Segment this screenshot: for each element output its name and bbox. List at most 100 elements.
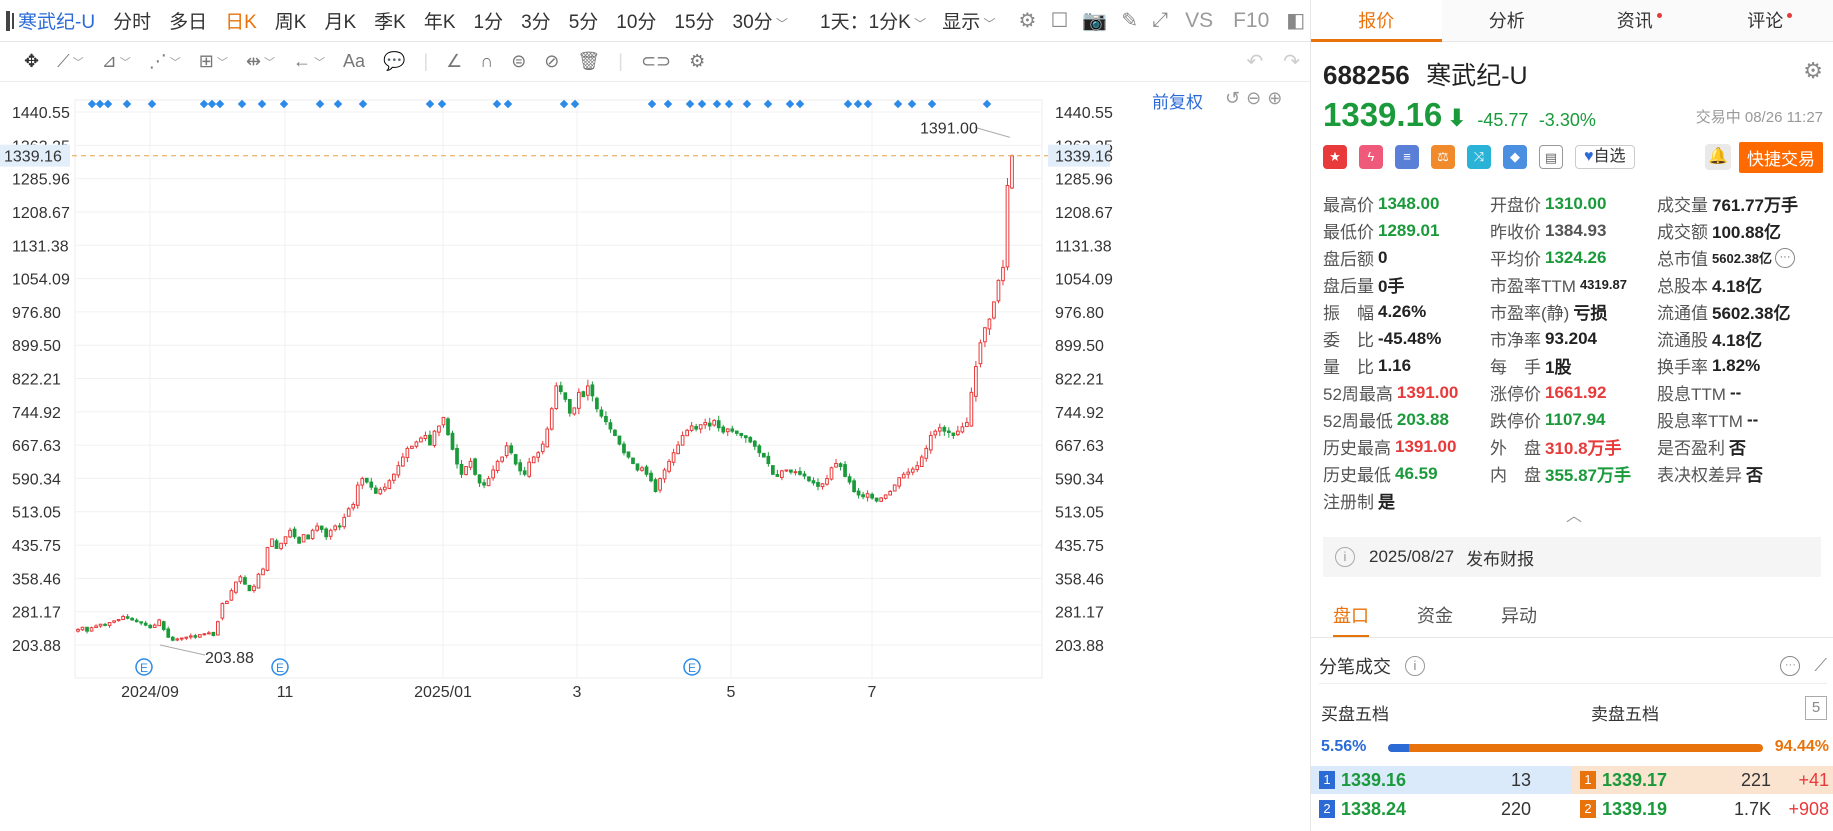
stock-title[interactable]: 寒武纪-U bbox=[18, 12, 96, 33]
scale-icon[interactable]: ⚖ bbox=[1431, 145, 1455, 169]
collapse-chevron-icon[interactable]: ︿ bbox=[1566, 508, 1583, 525]
magnet-icon[interactable]: ∩ bbox=[480, 51, 494, 71]
event-diamond-icon[interactable] bbox=[712, 99, 722, 109]
event-diamond-icon[interactable] bbox=[724, 99, 734, 109]
settings-gear-icon[interactable]: ⚙ bbox=[1803, 58, 1823, 83]
event-diamond-icon[interactable] bbox=[685, 99, 695, 109]
earnings-notice[interactable]: i 2025/08/27 发布财报 bbox=[1323, 537, 1821, 577]
tab-orderbook[interactable]: 盘口 bbox=[1333, 594, 1369, 637]
tab-quote[interactable]: 报价 bbox=[1311, 0, 1442, 42]
zoom-out-icon[interactable]: ⊖ bbox=[1246, 88, 1268, 108]
kline-chart[interactable]: 1440.551363.251285.961208.671131.381054.… bbox=[0, 82, 1310, 831]
event-diamond-icon[interactable] bbox=[927, 99, 937, 109]
drawing-settings-icon[interactable]: ⚙ bbox=[689, 51, 706, 71]
undo-icon[interactable]: ↶ bbox=[1246, 51, 1264, 73]
zoom-controls[interactable]: ↺⊖⊕ bbox=[1225, 88, 1288, 109]
event-diamond-icon[interactable] bbox=[279, 99, 289, 109]
period-tab-active[interactable]: 日K bbox=[225, 12, 257, 33]
event-diamond-icon[interactable] bbox=[87, 99, 97, 109]
note-icon[interactable]: ▤ bbox=[1539, 145, 1563, 169]
polyline-tool-icon[interactable]: ⋰ ﹀ bbox=[148, 51, 181, 71]
event-diamond-icon[interactable] bbox=[503, 99, 513, 109]
period-tab[interactable]: 15分 bbox=[674, 12, 715, 33]
period-tab[interactable]: 季K bbox=[374, 12, 406, 33]
camera-icon[interactable]: 📷 bbox=[1082, 10, 1108, 32]
event-diamond-icon[interactable] bbox=[215, 99, 225, 109]
period-tab[interactable]: 1分 bbox=[473, 12, 504, 33]
period-tab[interactable]: 3分 bbox=[521, 12, 551, 33]
display-dropdown[interactable]: 显示 ﹀ bbox=[942, 7, 995, 34]
vs-button[interactable]: VS bbox=[1185, 8, 1214, 32]
resize-handle-icon[interactable]: ⟋ bbox=[1814, 655, 1827, 675]
event-diamond-icon[interactable] bbox=[795, 99, 805, 109]
bell-icon[interactable]: 🔔 bbox=[1705, 144, 1731, 170]
period-tab[interactable]: 分时 bbox=[113, 12, 152, 33]
tab-anomaly[interactable]: 异动 bbox=[1501, 606, 1537, 626]
more-icon[interactable]: ··· bbox=[1780, 655, 1801, 676]
event-diamond-icon[interactable] bbox=[982, 99, 992, 109]
tab-capital[interactable]: 资金 bbox=[1417, 606, 1453, 626]
event-diamond-icon[interactable] bbox=[358, 99, 368, 109]
period-tab[interactable]: 10分 bbox=[616, 12, 657, 33]
event-diamond-icon[interactable] bbox=[559, 99, 569, 109]
event-diamond-icon[interactable] bbox=[103, 99, 113, 109]
ruler-icon[interactable]: ∠ bbox=[446, 51, 463, 71]
event-diamond-icon[interactable] bbox=[647, 99, 657, 109]
event-diamond-icon[interactable] bbox=[697, 99, 707, 109]
lightning-icon[interactable]: ϟ bbox=[1359, 145, 1383, 169]
shuffle-icon[interactable]: ⤨ bbox=[1467, 145, 1491, 169]
event-diamond-icon[interactable] bbox=[333, 99, 343, 109]
event-diamond-icon[interactable] bbox=[207, 99, 217, 109]
event-diamond-icon[interactable] bbox=[237, 99, 247, 109]
event-diamond-icon[interactable] bbox=[785, 99, 795, 109]
text-tool-icon[interactable]: Aa bbox=[342, 51, 366, 71]
event-diamond-icon[interactable] bbox=[763, 99, 773, 109]
reset-icon[interactable]: ↺ bbox=[1225, 88, 1247, 108]
event-diamond-icon[interactable] bbox=[492, 99, 502, 109]
redo-icon[interactable]: ↷ bbox=[1283, 51, 1300, 73]
period-tab[interactable]: 周K bbox=[274, 12, 307, 33]
event-diamond-icon[interactable] bbox=[663, 99, 673, 109]
period-tab[interactable]: 月K bbox=[324, 12, 357, 33]
earnings-marker-icon[interactable]: E bbox=[683, 658, 701, 676]
event-diamond-icon[interactable] bbox=[570, 99, 580, 109]
quick-trade-button[interactable]: 快捷交易 bbox=[1739, 141, 1823, 173]
channel-tool-icon[interactable]: ⊿ ﹀ bbox=[101, 51, 131, 71]
tab-analysis[interactable]: 分析 bbox=[1442, 0, 1573, 41]
event-diamond-icon[interactable] bbox=[437, 99, 447, 109]
event-diamond-icon[interactable] bbox=[315, 99, 325, 109]
side-panel-icon[interactable]: ◧ bbox=[1286, 10, 1306, 32]
event-diamond-icon[interactable] bbox=[863, 99, 873, 109]
event-diamond-icon[interactable] bbox=[122, 99, 132, 109]
tab-comments[interactable]: 评论 bbox=[1703, 0, 1833, 41]
trash-icon[interactable]: 🗑 bbox=[577, 51, 601, 71]
arrow-tool-icon[interactable]: ← ﹀ bbox=[292, 51, 325, 71]
earnings-marker-icon[interactable]: E bbox=[135, 658, 153, 676]
event-diamond-icon[interactable] bbox=[742, 99, 752, 109]
earnings-marker-icon[interactable]: E bbox=[271, 658, 289, 676]
period-tab[interactable]: 年K bbox=[423, 12, 456, 33]
levels-toggle[interactable]: 5 bbox=[1805, 696, 1827, 720]
tab-news[interactable]: 资讯 bbox=[1572, 0, 1703, 41]
layout-box-icon[interactable]: ☐ bbox=[1050, 10, 1069, 32]
event-diamond-icon[interactable] bbox=[147, 99, 157, 109]
measure-tool-icon[interactable]: ⇹ ﹀ bbox=[245, 51, 275, 71]
china-flag-icon[interactable]: ★ bbox=[1323, 145, 1347, 169]
left-panel-toggle-icon[interactable] bbox=[6, 10, 14, 31]
info-icon[interactable]: i bbox=[1405, 655, 1425, 676]
f10-button[interactable]: F10 bbox=[1233, 8, 1270, 32]
settings-gear-icon[interactable]: ⚙ bbox=[1018, 10, 1037, 32]
zoom-in-icon[interactable]: ⊕ bbox=[1267, 88, 1289, 108]
period-dropdown[interactable]: 30分 ﹀ bbox=[733, 7, 788, 34]
period-tab[interactable]: 5分 bbox=[568, 12, 599, 33]
lock-drawings-icon[interactable]: ⊜ bbox=[511, 51, 527, 71]
link-icon[interactable]: ⊂⊃ bbox=[640, 51, 672, 71]
event-diamond-icon[interactable] bbox=[257, 99, 267, 109]
combo-dropdown[interactable]: 1天：1分K ﹀ bbox=[820, 7, 926, 34]
event-diamond-icon[interactable] bbox=[843, 99, 853, 109]
event-diamond-icon[interactable] bbox=[199, 99, 209, 109]
line-tool-icon[interactable]: ⟋ ﹀ bbox=[57, 51, 84, 71]
event-diamond-icon[interactable] bbox=[425, 99, 435, 109]
period-tab[interactable]: 多日 bbox=[169, 12, 208, 33]
event-diamond-icon[interactable] bbox=[893, 99, 903, 109]
